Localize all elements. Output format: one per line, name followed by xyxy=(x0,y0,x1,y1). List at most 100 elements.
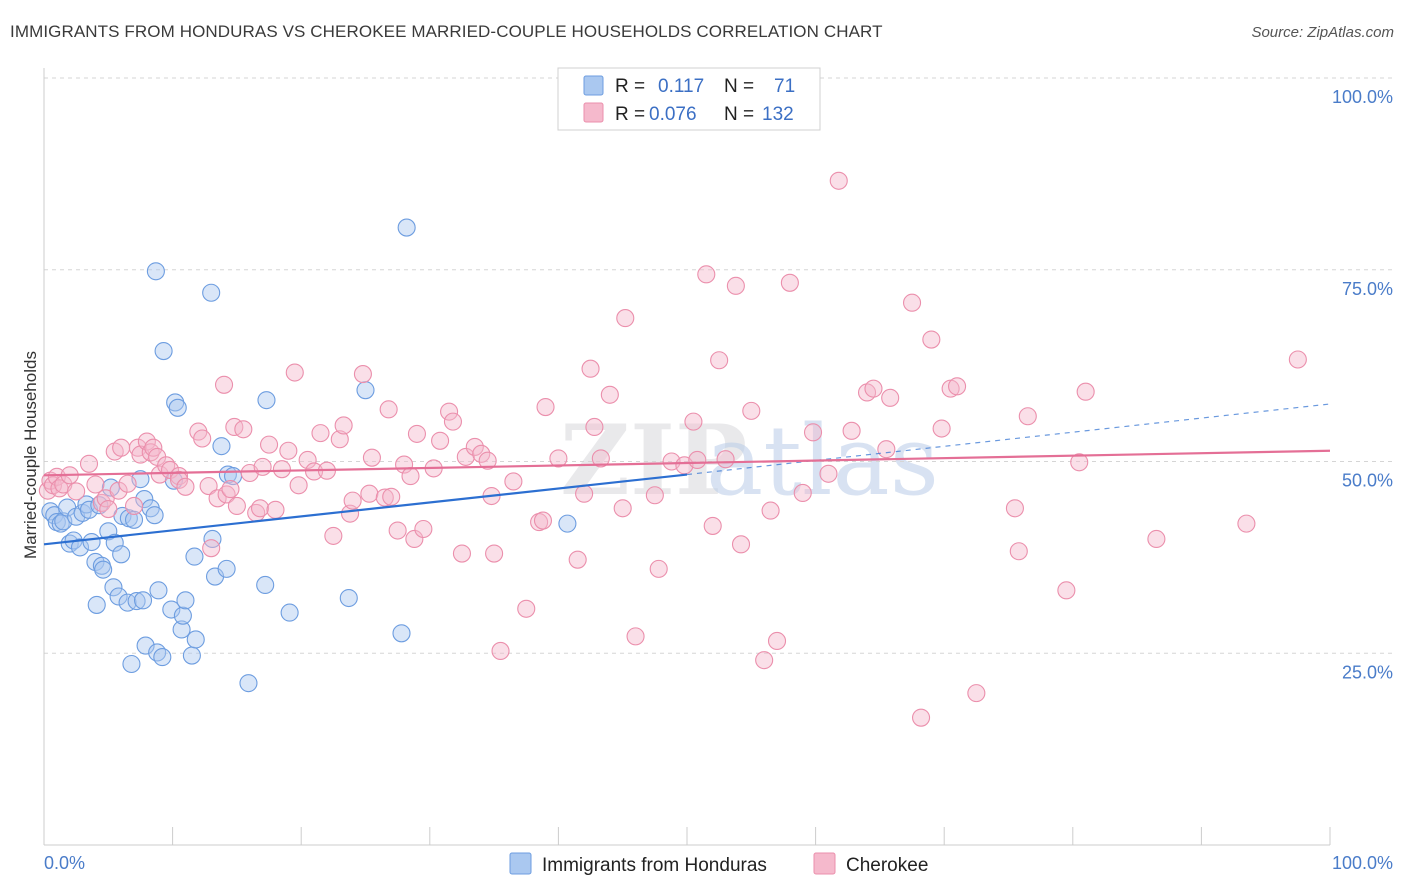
cherokee-point xyxy=(202,539,221,558)
honduras-trend-extension xyxy=(686,403,1331,476)
cherokee-point xyxy=(285,363,304,382)
honduras-point xyxy=(558,514,577,533)
cherokee-point xyxy=(405,529,424,549)
cherokee-point xyxy=(379,400,398,419)
cherokee-point xyxy=(360,484,379,503)
legend-r-value-cherokee: 0.076 xyxy=(649,104,697,125)
cherokee-point xyxy=(485,544,504,563)
bottom-legend-swatch-honduras xyxy=(509,852,532,875)
cherokee-point xyxy=(250,499,270,518)
cherokee-point xyxy=(334,416,353,435)
legend: R = 0.117 N = 71 R = 0.076 N = 132 xyxy=(557,67,821,131)
cherokee-point xyxy=(581,359,600,378)
honduras-point xyxy=(162,600,181,619)
cherokee-point xyxy=(881,388,900,407)
honduras-point xyxy=(99,522,118,541)
honduras-point xyxy=(90,496,109,515)
cherokee-point xyxy=(305,462,324,481)
cherokee-point xyxy=(780,273,799,292)
cherokee-point xyxy=(266,500,285,519)
honduras-point xyxy=(257,391,276,410)
cherokee-point xyxy=(1076,382,1095,401)
cherokee-point xyxy=(922,330,941,349)
cherokee-point xyxy=(803,423,823,442)
cherokee-point xyxy=(585,417,604,437)
y-tick-label: 25.0% xyxy=(1342,662,1393,682)
honduras-point xyxy=(118,593,137,612)
cherokee-point xyxy=(948,377,967,396)
cherokee-point xyxy=(688,450,707,470)
honduras-point xyxy=(203,529,222,549)
honduras-point xyxy=(392,624,411,643)
cherokee-point xyxy=(407,424,426,443)
cherokee-point xyxy=(208,489,227,508)
cherokee-point xyxy=(79,454,99,473)
honduras-point xyxy=(122,654,141,674)
cherokee-point xyxy=(710,351,729,370)
series-honduras-points xyxy=(41,218,577,693)
honduras-point xyxy=(356,381,375,400)
cherokee-point xyxy=(456,447,475,466)
cherokee-point xyxy=(99,500,118,519)
cherokee-point xyxy=(375,488,394,507)
cherokee-point xyxy=(401,467,420,486)
honduras-point xyxy=(149,581,168,600)
cherokee-point xyxy=(272,460,291,479)
cherokee-point xyxy=(124,496,144,516)
legend-n-value-cherokee: 132 xyxy=(762,104,794,125)
honduras-point xyxy=(109,587,128,606)
honduras-point xyxy=(124,510,144,529)
cherokee-point xyxy=(311,424,330,443)
honduras-point xyxy=(133,591,153,610)
axes xyxy=(43,68,1331,846)
cherokee-point xyxy=(362,448,381,467)
cherokee-point xyxy=(1009,542,1028,561)
bottom-legend-swatch-cherokee xyxy=(813,852,836,875)
honduras-point xyxy=(256,575,275,595)
cherokee-point xyxy=(902,293,922,312)
cherokee-point xyxy=(912,708,931,727)
legend-n-value-honduras: 71 xyxy=(774,76,795,97)
cherokee-point xyxy=(388,521,407,540)
honduras-point xyxy=(104,578,123,597)
y-axis-label: Married-couple Households xyxy=(21,351,40,559)
cherokee-point xyxy=(761,501,780,520)
cherokee-point xyxy=(645,486,664,505)
cherokee-point xyxy=(829,171,848,190)
cherokee-point xyxy=(697,265,716,284)
cherokee-point xyxy=(414,519,433,539)
cherokee-point xyxy=(144,438,163,457)
chart-title: IMMIGRANTS FROM HONDURAS VS CHEROKEE MAR… xyxy=(10,22,883,41)
cherokee-point xyxy=(731,535,751,554)
cherokee-point xyxy=(767,631,787,651)
cherokee-point xyxy=(517,599,536,618)
cherokee-point xyxy=(443,412,462,431)
honduras-point xyxy=(70,538,90,557)
cherokee-point xyxy=(716,450,735,469)
cherokee-point xyxy=(324,526,343,545)
legend-r-label-cherokee: R = xyxy=(615,104,645,125)
legend-swatch-cherokee xyxy=(583,102,604,123)
honduras-point xyxy=(239,674,258,693)
x-tick-label-max: 100.0% xyxy=(1332,853,1393,873)
cherokee-point xyxy=(549,449,568,468)
cherokee-point xyxy=(234,420,253,439)
cherokee-point xyxy=(259,435,279,454)
x-tick-label-min: 0.0% xyxy=(44,853,85,873)
bottom-legend-label-cherokee: Cherokee xyxy=(846,855,928,876)
cherokee-point xyxy=(575,484,594,503)
cherokee-point xyxy=(684,412,703,431)
trend-lines xyxy=(43,403,1331,546)
cherokee-point xyxy=(591,449,610,468)
honduras-point xyxy=(146,262,165,281)
honduras-point xyxy=(168,398,187,417)
cherokee-point xyxy=(214,375,234,394)
cherokee-point xyxy=(221,480,240,499)
x-tick-labels: 0.0% 100.0% xyxy=(44,853,1393,873)
cherokee-point xyxy=(703,516,722,535)
cherokee-point xyxy=(819,464,838,483)
cherokee-point xyxy=(793,483,812,502)
honduras-point xyxy=(127,592,146,611)
cherokee-point xyxy=(298,450,317,470)
